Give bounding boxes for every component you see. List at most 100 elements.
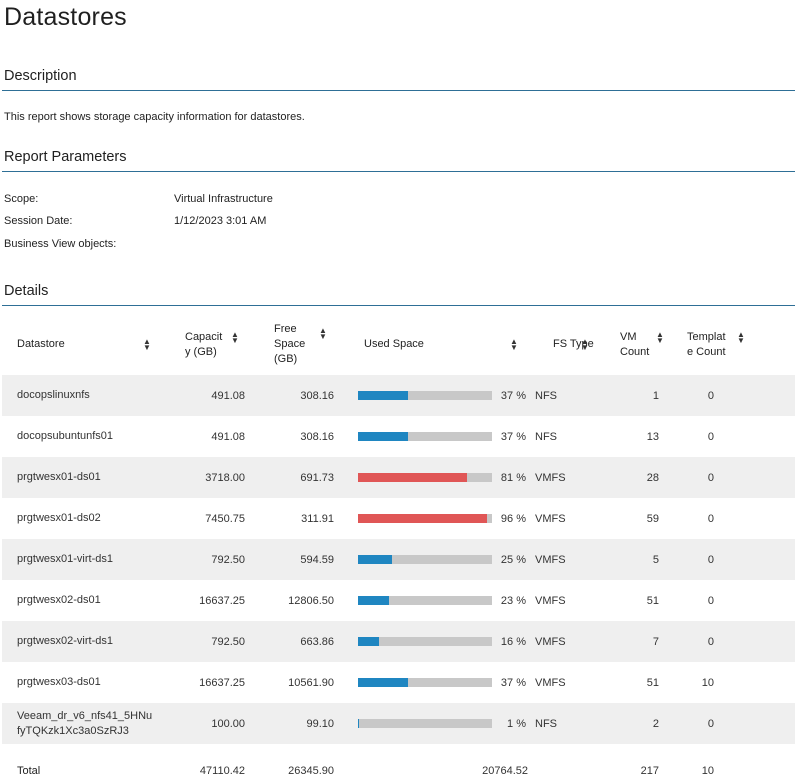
total-vm-count: 217 bbox=[640, 765, 659, 777]
cell-fs-type: VMFS bbox=[535, 512, 566, 525]
table-header-row: Datastore ▲ ▼ Capacit y (GB) ▲ ▼ Free Space (… bbox=[2, 314, 795, 375]
cell-vm-count: 28 bbox=[594, 457, 663, 498]
datastore-name: prgtwesx03-ds01 bbox=[17, 676, 101, 688]
column-header-label-line: VM bbox=[620, 330, 637, 343]
cell-free-space: 99.10 bbox=[249, 703, 338, 744]
usage-percent: 25 % bbox=[500, 553, 526, 566]
cell-spacer bbox=[729, 416, 795, 457]
sort-icon[interactable]: ▲ ▼ bbox=[581, 336, 589, 352]
usage-bar bbox=[358, 391, 492, 401]
datastores-table: Datastore ▲ ▼ Capacit y (GB) ▲ ▼ Free Space (… bbox=[2, 314, 795, 777]
cell-template-count: 10 bbox=[701, 676, 714, 689]
column-header-used-space[interactable]: Used Space ▲ ▼ bbox=[338, 314, 528, 375]
total-spacer bbox=[729, 744, 795, 777]
table-row: prgtwesx01-ds02 7450.75 311.91 96 % VMFS 59 0 bbox=[2, 498, 795, 539]
cell-free-space: 12806.50 bbox=[288, 594, 334, 607]
cell-spacer bbox=[729, 498, 795, 539]
sort-icon[interactable]: ▲ ▼ bbox=[656, 330, 664, 346]
cell-free-space: 691.73 bbox=[249, 457, 338, 498]
column-header-label-line: Capacit bbox=[185, 330, 223, 343]
column-header-datastore[interactable]: Datastore ▲ ▼ bbox=[2, 314, 172, 375]
cell-used-space: 81 % bbox=[338, 457, 528, 498]
column-header-template-count[interactable]: Templat e Count ▲ ▼ bbox=[663, 314, 745, 375]
cell-capacity: 491.08 bbox=[172, 375, 249, 416]
usage-bar bbox=[358, 473, 492, 483]
cell-vm-count: 5 bbox=[594, 539, 663, 580]
cell-vm-count: 59 bbox=[646, 512, 659, 525]
cell-datastore: prgtwesx03-ds01 bbox=[2, 662, 172, 703]
usage-bar-fill bbox=[358, 719, 360, 729]
sort-icon[interactable]: ▲ ▼ bbox=[143, 336, 151, 352]
table-row: prgtwesx02-virt-ds1 792.50 663.86 16 % VMFS 7… bbox=[2, 621, 795, 662]
usage-bar bbox=[358, 678, 492, 688]
cell-used-space: 23 % bbox=[338, 580, 528, 621]
cell-used-space: 37 % bbox=[338, 416, 528, 457]
datastore-name: prgtwesx01-ds02 bbox=[17, 512, 101, 524]
total-row: Total 47110.42 26345.90 20764.52 217 10 bbox=[2, 744, 795, 777]
cell-free-space: 10561.90 bbox=[288, 676, 334, 689]
cell-vm-count: 1 bbox=[594, 375, 663, 416]
column-header-fs-type[interactable]: FS Type ▲ ▼ bbox=[528, 314, 594, 375]
datastore-name-cont: fyTQKzk1Xc3a0SzRJ3 bbox=[17, 724, 129, 737]
column-header-label: Templat e Count bbox=[663, 330, 726, 360]
usage-percent: 37 % bbox=[500, 430, 526, 443]
column-header-vm-count[interactable]: VM Count ▲ ▼ bbox=[594, 314, 664, 375]
page-title: Datastores bbox=[4, 3, 127, 31]
cell-used-space: 25 % bbox=[338, 539, 528, 580]
total-fs-type bbox=[528, 744, 594, 777]
param-label-scope: Scope: bbox=[4, 193, 39, 205]
column-header-capacity[interactable]: Capacit y (GB) ▲ ▼ bbox=[172, 314, 249, 375]
cell-used-space: 1 % bbox=[338, 703, 528, 744]
cell-datastore: docopsubuntunfs01 bbox=[2, 416, 172, 457]
column-header-label: VM Count bbox=[594, 330, 649, 360]
usage-percent: 81 % bbox=[500, 471, 526, 484]
description-heading: Description bbox=[4, 68, 77, 84]
sort-icon[interactable]: ▲ ▼ bbox=[319, 325, 327, 341]
cell-template-count: 0 bbox=[663, 375, 729, 416]
cell-free-space: 311.91 bbox=[301, 512, 334, 525]
cell-free-space: 308.16 bbox=[249, 375, 338, 416]
cell-capacity: 491.08 bbox=[211, 430, 245, 443]
usage-bar-fill bbox=[358, 637, 380, 647]
column-header-label-line: e Count bbox=[687, 345, 726, 358]
table-row: prgtwesx02-ds01 16637.25 12806.50 23 % VMFS 5… bbox=[2, 580, 795, 621]
column-header-label-line: (GB) bbox=[274, 353, 298, 365]
column-header-label-line: Free bbox=[274, 323, 297, 335]
usage-bar bbox=[358, 596, 492, 606]
usage-bar-fill bbox=[358, 596, 389, 606]
column-header-free-space[interactable]: Free Space (GB) ▲ ▼ bbox=[249, 314, 338, 375]
cell-template-count: 0 bbox=[663, 703, 729, 744]
column-header-label: Datastore bbox=[17, 338, 65, 350]
column-header-label-line: Count bbox=[620, 345, 650, 358]
column-header-label-line: y (GB) bbox=[185, 345, 217, 358]
cell-vm-count: 2 bbox=[594, 703, 663, 744]
cell-fs-type: VMFS bbox=[528, 457, 594, 498]
usage-bar-fill bbox=[358, 432, 408, 442]
usage-percent: 16 % bbox=[500, 635, 526, 648]
cell-capacity: 3718.00 bbox=[172, 457, 249, 498]
table-row: prgtwesx03-ds01 16637.25 10561.90 37 % VMFS 5… bbox=[2, 662, 795, 703]
param-label-business-view: Business View objects: bbox=[4, 238, 117, 250]
cell-used-space: 37 % bbox=[338, 662, 528, 703]
usage-bar-fill bbox=[358, 514, 487, 524]
cell-template-count: 0 bbox=[663, 539, 729, 580]
cell-fs-type: VMFS bbox=[528, 539, 594, 580]
sort-icon[interactable]: ▲ ▼ bbox=[510, 336, 518, 352]
cell-capacity: 16637.25 bbox=[199, 594, 245, 607]
cell-capacity: 16637.25 bbox=[199, 676, 245, 689]
cell-vm-count: 7 bbox=[594, 621, 663, 662]
total-used-space: 20764.52 bbox=[482, 765, 528, 777]
cell-datastore: prgtwesx01-ds02 bbox=[2, 498, 172, 539]
cell-fs-type: VMFS bbox=[535, 676, 566, 689]
usage-bar bbox=[358, 432, 492, 442]
cell-vm-count: 51 bbox=[646, 676, 659, 689]
cell-free-space: 594.59 bbox=[249, 539, 338, 580]
cell-spacer bbox=[729, 580, 795, 621]
description-text: This report shows storage capacity infor… bbox=[4, 111, 305, 123]
sort-icon[interactable]: ▲ ▼ bbox=[737, 330, 745, 346]
cell-datastore: Veeam_dr_v6_nfs41_5HNu fyTQKzk1Xc3a0SzRJ3 bbox=[2, 703, 172, 744]
sort-icon[interactable]: ▲ ▼ bbox=[231, 330, 239, 346]
cell-datastore: docopslinuxnfs bbox=[2, 375, 172, 416]
usage-percent: 1 % bbox=[507, 717, 526, 730]
column-header-label: Free Space (GB) bbox=[249, 322, 305, 367]
